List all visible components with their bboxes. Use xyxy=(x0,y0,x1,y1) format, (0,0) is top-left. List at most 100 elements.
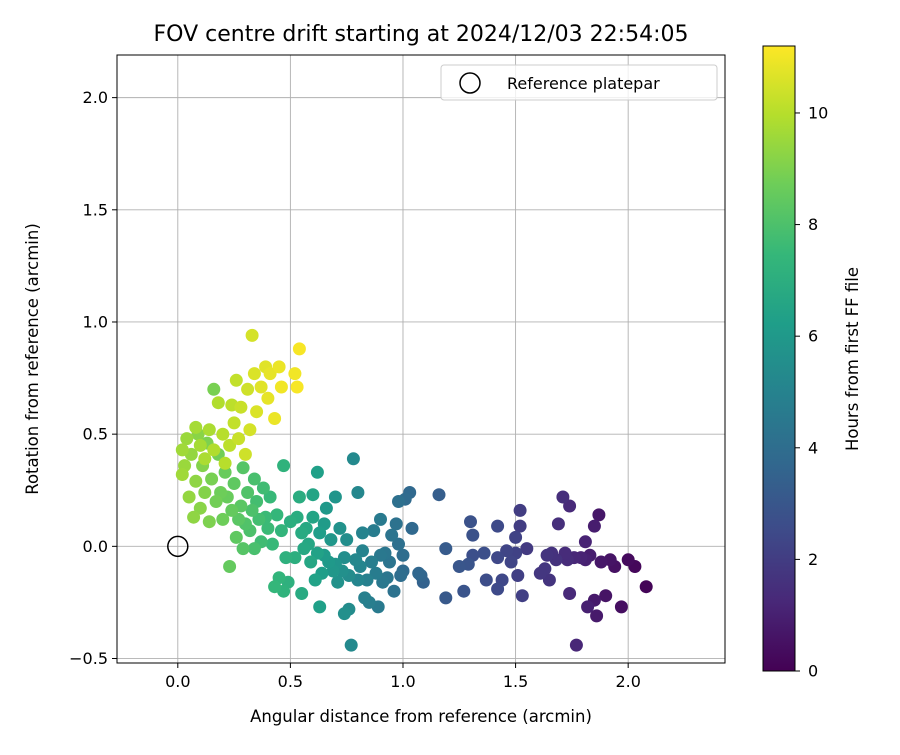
colorbar-tick-label: 6 xyxy=(808,327,818,346)
scatter-point xyxy=(193,438,207,452)
scatter-point xyxy=(268,580,282,594)
scatter-point xyxy=(356,544,369,558)
scatter-point xyxy=(175,468,189,481)
scatter-point xyxy=(319,501,333,515)
y-tick-label: −0.5 xyxy=(69,649,108,668)
scatter-point xyxy=(394,569,408,582)
scatter-point xyxy=(331,575,345,589)
scatter-point xyxy=(491,551,505,565)
scatter-point xyxy=(238,447,252,461)
scatter-point xyxy=(232,512,246,526)
scatter-point xyxy=(198,452,212,466)
scatter-point xyxy=(223,560,237,573)
scatter-point xyxy=(292,342,306,356)
scatter-point xyxy=(324,533,338,547)
scatter-point xyxy=(337,607,351,621)
scatter-point xyxy=(274,380,288,394)
scatter-point xyxy=(360,573,374,587)
scatter-point xyxy=(491,582,505,596)
colorbar-tick-label: 0 xyxy=(808,662,818,681)
scatter-point xyxy=(236,461,250,475)
scatter-point xyxy=(227,416,241,430)
scatter-point xyxy=(198,486,212,499)
scatter-point xyxy=(193,501,207,515)
scatter-point xyxy=(466,528,480,542)
scatter-point xyxy=(513,503,527,517)
scatter-point xyxy=(254,380,268,394)
scatter-point xyxy=(392,495,405,508)
scatter-point xyxy=(337,551,351,565)
scatter-point xyxy=(491,519,505,533)
x-tick-label: 0.0 xyxy=(165,672,190,691)
scatter-point xyxy=(274,524,288,538)
scatter-point xyxy=(351,486,365,499)
x-tick-label: 1.0 xyxy=(390,672,415,691)
scatter-point xyxy=(304,555,318,569)
x-tick-label: 2.0 xyxy=(615,672,640,691)
scatter-point xyxy=(263,490,277,504)
scatter-point xyxy=(542,573,556,587)
scatter-point xyxy=(189,420,203,434)
scatter-point xyxy=(344,638,358,652)
scatter-point xyxy=(256,481,270,495)
scatter-point xyxy=(558,546,572,560)
scatter-point xyxy=(358,591,372,605)
colorbar-ticks: 0 2 4 6 8 10 xyxy=(795,103,828,681)
scatter-point xyxy=(245,328,259,342)
scatter-point xyxy=(265,537,279,551)
scatter-point xyxy=(202,515,216,529)
scatter-point xyxy=(389,517,403,531)
scatter-point xyxy=(292,490,306,504)
scatter-point xyxy=(540,548,554,562)
scatter-point xyxy=(211,396,225,410)
scatter-point xyxy=(594,555,608,569)
scatter-point xyxy=(205,472,219,486)
scatter-point xyxy=(180,432,194,446)
scatter-point xyxy=(218,465,232,479)
scatter-point xyxy=(385,528,399,542)
scatter-point xyxy=(599,589,613,603)
y-tick-label: 1.0 xyxy=(83,312,108,331)
scatter-point xyxy=(216,512,230,526)
colorbar-label: Hours from first FF file xyxy=(843,267,862,451)
scatter-point xyxy=(374,548,387,562)
scatter-point xyxy=(247,367,261,381)
scatter-point xyxy=(232,432,246,446)
scatter-point xyxy=(452,560,466,573)
scatter-point xyxy=(250,405,264,419)
scatter-point xyxy=(288,367,302,381)
scatter-point xyxy=(349,553,363,567)
scatter-point xyxy=(241,486,255,499)
scatter-point xyxy=(310,546,324,560)
y-axis-ticks: −0.5 0.0 0.5 1.0 1.5 2.0 xyxy=(69,88,117,668)
scatter-point xyxy=(283,515,297,529)
scatter-point xyxy=(367,524,381,538)
scatter-point xyxy=(308,573,322,587)
scatter-point xyxy=(295,526,309,540)
scatter-point xyxy=(227,477,241,490)
scatter-point xyxy=(202,423,216,437)
scatter-point xyxy=(639,580,653,594)
colorbar-tick-label: 8 xyxy=(808,215,818,234)
colorbar-tick-label: 2 xyxy=(808,550,818,569)
y-tick-label: 1.5 xyxy=(83,200,108,219)
scatter-point xyxy=(328,490,342,504)
legend: Reference platepar xyxy=(440,64,718,101)
scatter-point xyxy=(333,521,347,535)
x-axis-label: Angular distance from reference (arcmin) xyxy=(250,707,592,726)
scatter-point xyxy=(313,600,327,614)
scatter-point xyxy=(310,465,324,479)
x-tick-label: 1.5 xyxy=(503,672,528,691)
colorbar-tick-label: 4 xyxy=(808,438,818,457)
scatter-point xyxy=(218,456,232,470)
colorbar: 0 2 4 6 8 10 Hours from first FF file xyxy=(762,45,862,681)
scatter-point xyxy=(187,510,201,524)
scatter-point xyxy=(182,490,196,504)
scatter-point xyxy=(590,609,604,623)
scatter-point xyxy=(477,546,491,560)
scatter-point xyxy=(479,573,493,587)
scatter-point xyxy=(313,526,327,540)
scatter-point xyxy=(551,517,565,531)
